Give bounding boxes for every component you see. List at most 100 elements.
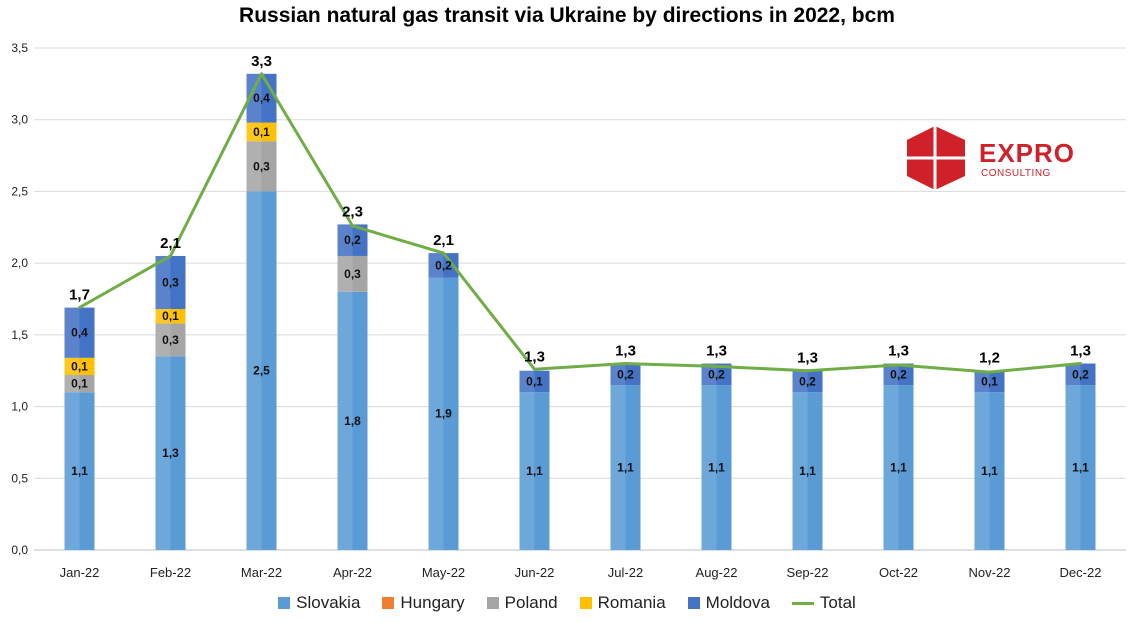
bar-shine: [155, 323, 171, 357]
bar-segment-moldova: [246, 73, 277, 123]
legend-item-slovakia: Slovakia: [278, 593, 360, 613]
bar-shine: [974, 392, 990, 550]
bar-segment-moldova: [974, 370, 1005, 393]
bar-shine: [155, 255, 171, 310]
y-tick-label: 1,5: [11, 328, 28, 342]
legend-item-hungary: Hungary: [382, 593, 465, 613]
data-label: 2,5: [253, 364, 270, 378]
legend-swatch: [579, 597, 592, 609]
data-label: 1,1: [71, 464, 88, 478]
bar-slovakia: [701, 385, 732, 550]
total-point: [260, 72, 263, 76]
bar-segment-slovakia: [428, 277, 459, 550]
total-label: 2,3: [342, 203, 363, 220]
data-label: 0,1: [162, 309, 179, 323]
x-tick-label: Apr-22: [333, 565, 372, 580]
bar-segment-moldova: [1065, 363, 1096, 386]
data-label: 0,2: [1072, 367, 1089, 381]
x-tick-label: Feb-22: [150, 565, 191, 580]
bar-segment-romania: [246, 122, 277, 142]
legend-label: Moldova: [705, 593, 770, 612]
x-tick-label: Jan-22: [60, 565, 100, 580]
bar-shine: [64, 392, 80, 550]
data-label: 0,1: [71, 377, 88, 391]
x-tick-label: Mar-22: [241, 565, 282, 580]
data-label: 0,4: [71, 326, 88, 340]
total-label: 3,3: [251, 53, 272, 70]
bar-shine: [792, 370, 808, 393]
x-tick-label: May-22: [422, 565, 465, 580]
bar-segment-moldova: [64, 307, 95, 358]
bar-shine: [701, 363, 717, 386]
expro-logo: EXPRO CONSULTING: [905, 124, 1105, 190]
bar-segment-romania: [155, 309, 186, 324]
bar-slovakia: [883, 385, 914, 550]
total-label: 2,1: [433, 232, 454, 249]
bar-shine: [1065, 385, 1081, 550]
bar-romania: [246, 122, 277, 142]
total-label: 1,3: [1070, 343, 1091, 360]
data-label: 0,1: [71, 359, 88, 373]
bar-shine: [610, 385, 626, 550]
total-label: 1,3: [524, 348, 545, 365]
bar-poland: [246, 141, 277, 192]
bar-slovakia: [974, 392, 1005, 550]
bar-shine: [64, 307, 80, 358]
bar-moldova: [883, 363, 914, 386]
bar-moldova: [974, 370, 1005, 393]
bar-segment-slovakia: [337, 291, 368, 550]
bar-shine: [337, 224, 353, 256]
data-label: 0,3: [162, 333, 179, 347]
bar-slovakia: [64, 392, 95, 550]
total-point: [78, 306, 81, 310]
bar-moldova: [610, 363, 641, 386]
legend-label: Romania: [597, 593, 666, 612]
data-label: 1,1: [981, 464, 998, 478]
y-tick-label: 0,5: [11, 471, 28, 485]
bar-slovakia: [246, 191, 277, 550]
bar-segment-romania: [64, 357, 95, 376]
bar-moldova: [792, 370, 823, 393]
x-tick-label: Oct-22: [879, 565, 918, 580]
bar-moldova: [1065, 363, 1096, 386]
bar-slovakia: [155, 356, 186, 550]
bar-shine: [246, 141, 262, 192]
x-tick-label: Sep-22: [787, 565, 829, 580]
bar-shine: [610, 363, 626, 386]
total-point: [806, 369, 809, 373]
bar-moldova: [64, 307, 95, 358]
bar-shine: [337, 291, 353, 550]
bar-shine: [1065, 363, 1081, 386]
bar-moldova: [701, 363, 732, 386]
bar-shine: [64, 375, 80, 393]
legend-label: Slovakia: [296, 593, 361, 612]
total-point: [169, 254, 172, 258]
total-point: [442, 251, 445, 255]
data-label: 0,2: [617, 367, 634, 381]
y-tick-label: 0,0: [11, 543, 28, 557]
legend-swatch: [382, 597, 395, 609]
bar-shine: [883, 363, 899, 386]
bar-segment-poland: [246, 141, 277, 192]
bar-segment-moldova: [428, 253, 459, 278]
total-point: [624, 362, 627, 366]
bar-shine: [246, 122, 262, 142]
bar-segment-moldova: [610, 363, 641, 386]
bar-poland: [64, 375, 95, 393]
data-label: 0,3: [162, 276, 179, 290]
total-line-layer: [78, 72, 1082, 374]
bar-segment-slovakia: [792, 392, 823, 550]
bar-segment-slovakia: [1065, 385, 1096, 550]
chart-plot: 0,0 0,5 1,0 1,5 2,0 2,5 3,0 3,5 Jan-22 Feb-22 Mar-…: [11, 41, 1126, 580]
legend-item-moldova: Moldova: [687, 593, 770, 613]
total-label: 1,2: [979, 350, 1000, 367]
data-label: 0,2: [890, 367, 907, 381]
bar-shine: [701, 385, 717, 550]
grid-lines: 0,0 0,5 1,0 1,5 2,0 2,5 3,0 3,5 Jan-22 Feb-22 Mar-…: [11, 41, 1126, 580]
data-label: 0,2: [435, 258, 452, 272]
bar-slovakia: [337, 291, 368, 550]
bar-segment-slovakia: [246, 191, 277, 550]
data-label: 1,9: [435, 407, 452, 421]
bar-segment-slovakia: [701, 385, 732, 550]
x-tick-label: Aug-22: [696, 565, 738, 580]
